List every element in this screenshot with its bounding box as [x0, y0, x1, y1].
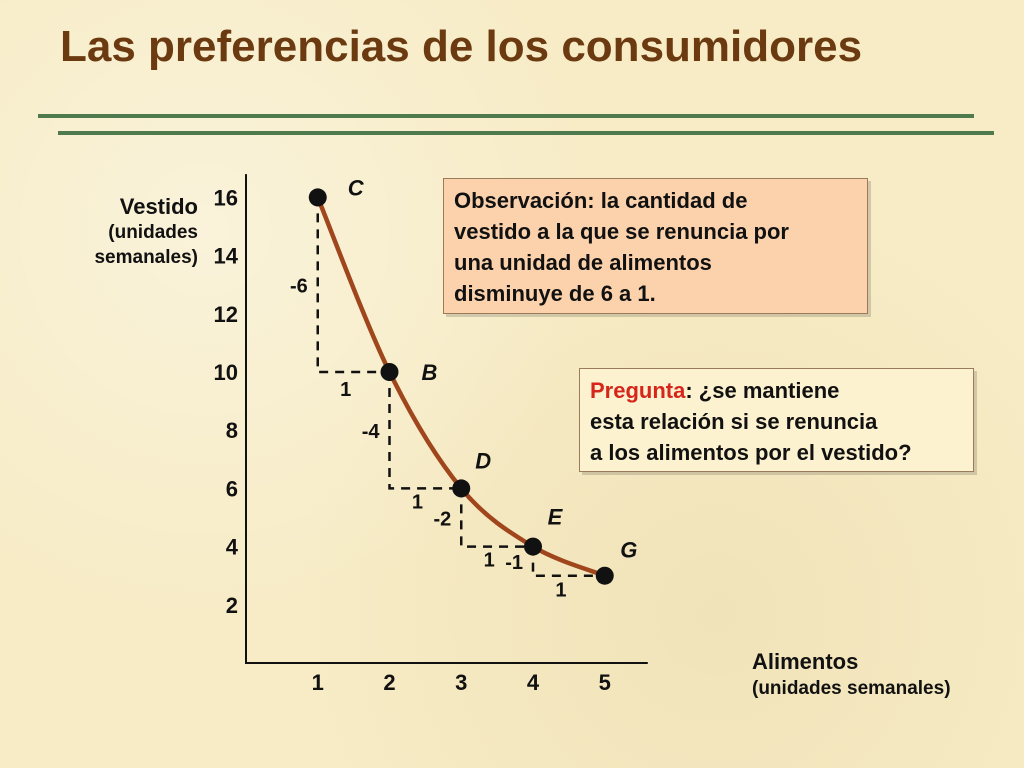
point-label-e: E: [548, 505, 564, 530]
y-tick-label: 10: [214, 360, 238, 385]
title-rule-bottom: [58, 131, 994, 135]
step-dy-label: -6: [290, 276, 308, 298]
question-line2: esta relación si se renuncia: [590, 409, 878, 434]
title-rule-top: [38, 114, 974, 118]
point-label-b: B: [422, 360, 438, 385]
x-tick-label: 5: [599, 670, 611, 695]
step-dy-label: -2: [433, 509, 451, 531]
data-point-d: [452, 479, 471, 498]
step-dx-label: 1: [484, 550, 495, 572]
y-tick-label: 12: [214, 302, 238, 327]
point-label-g: G: [620, 538, 637, 563]
question-line1: : ¿se mantiene: [685, 378, 840, 403]
question-box: Pregunta: ¿se mantiene esta relación si …: [579, 368, 974, 472]
observation-line: Observación: la cantidad de: [454, 188, 748, 213]
y-tick-label: 4: [226, 535, 239, 560]
step-dx-label: 1: [412, 491, 423, 513]
slide-title: Las preferencias de los consumidores: [60, 22, 863, 71]
y-tick-label: 14: [214, 244, 239, 269]
x-axis-label-line2: (unidades semanales): [752, 678, 951, 699]
y-tick-label: 2: [226, 593, 238, 618]
observation-line: disminuye de 6 a 1.: [454, 281, 656, 306]
data-point-e: [524, 537, 542, 556]
step-dx-label: 1: [340, 379, 351, 401]
data-point-b: [380, 363, 399, 381]
indifference-curve-line: [315, 195, 607, 578]
y-axis-label: Vestido (unidades semanales): [60, 194, 198, 270]
y-axis-label-line1: Vestido: [119, 194, 198, 219]
step-dashed-line: [460, 488, 533, 548]
step-dy-label: -4: [362, 421, 381, 443]
y-tick-label: 6: [226, 476, 238, 501]
observation-box: Observación: la cantidad de vestido a la…: [443, 178, 868, 314]
question-line3: a los alimentos por el vestido?: [590, 440, 912, 465]
point-label-c: C: [348, 175, 365, 200]
y-axis-label-line3: semanales): [94, 247, 198, 268]
observation-line: una unidad de alimentos: [454, 250, 712, 275]
y-tick-label: 16: [214, 185, 238, 210]
x-tick-label: 1: [312, 670, 324, 695]
step-dx-label: 1: [555, 580, 566, 602]
data-point-c: [308, 188, 327, 207]
x-tick-label: 2: [383, 670, 395, 695]
data-point-g: [595, 566, 614, 585]
point-label-d: D: [475, 448, 491, 473]
observation-line: vestido a la que se renuncia por: [454, 219, 789, 244]
x-tick-label: 3: [455, 670, 467, 695]
step-dy-label: -1: [505, 552, 523, 574]
step-dashed-line: [388, 372, 462, 490]
y-axis-label-line2: (unidades: [108, 222, 198, 243]
x-axis-label-line1: Alimentos: [752, 649, 859, 674]
x-axis-label: Alimentos (unidades semanales): [752, 648, 951, 702]
x-tick-label: 4: [527, 670, 540, 695]
question-keyword: Pregunta: [590, 378, 686, 403]
y-tick-label: 8: [226, 418, 238, 443]
